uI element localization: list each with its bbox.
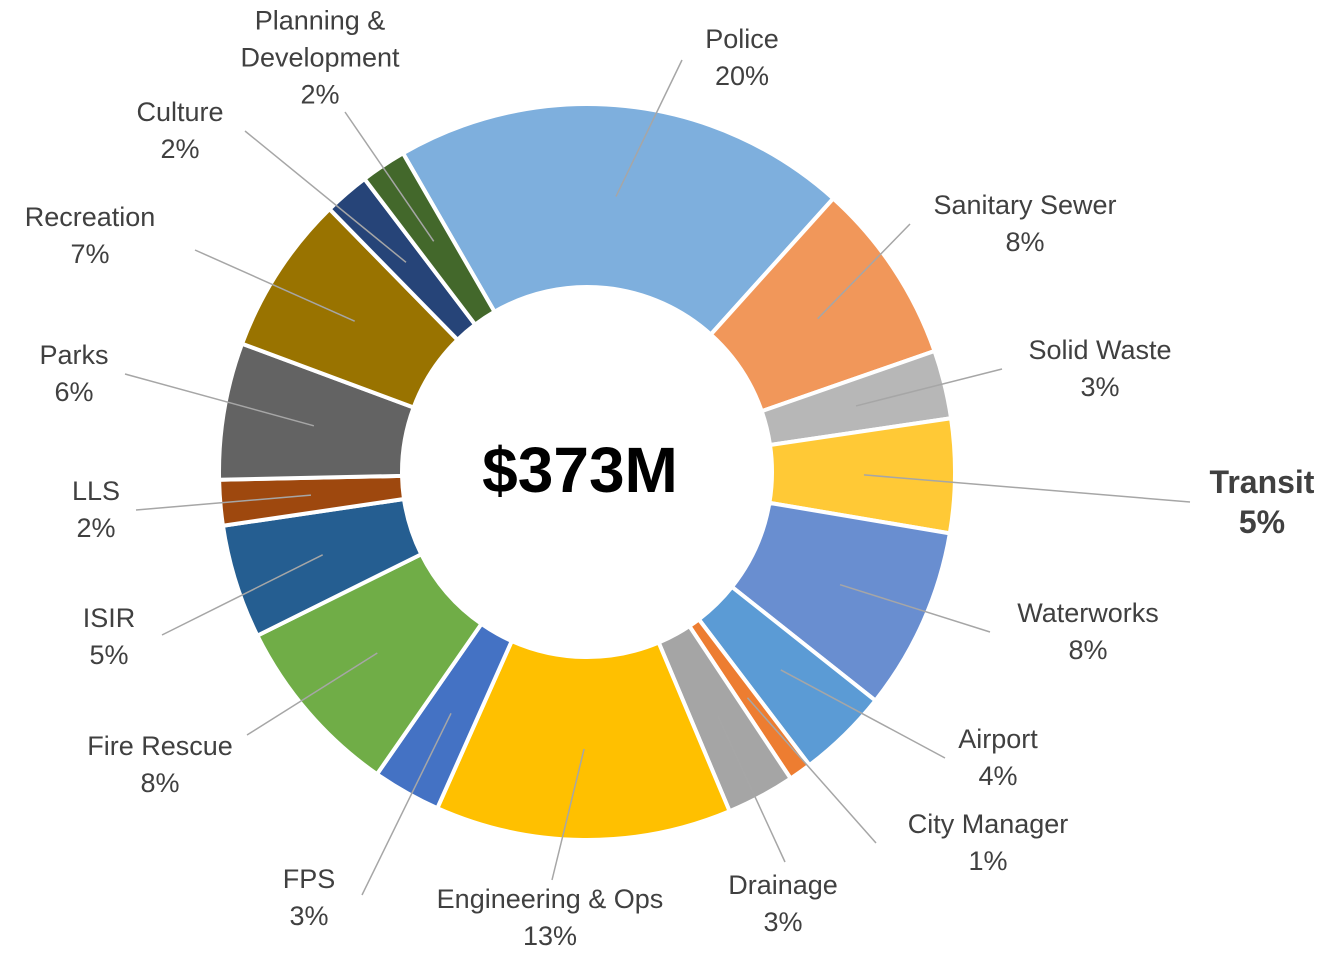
slice-name: Police: [705, 24, 779, 54]
slice-name: Parks: [39, 340, 109, 370]
slice-value: 13%: [522, 921, 578, 951]
leader-line: [855, 368, 1003, 407]
leader-line: [817, 223, 911, 320]
slice-name: Drainage: [728, 870, 838, 900]
leader-line: [717, 715, 786, 863]
slice-name: Solid Waste: [1028, 335, 1172, 365]
slice-label: Fire Rescue 8%: [50, 728, 270, 802]
slice-value: 5%: [1238, 504, 1286, 540]
slice-value: 2%: [160, 134, 200, 164]
slice-value: 2%: [76, 513, 116, 543]
slice-label: Drainage 3%: [693, 867, 873, 941]
slice-name: LLS: [71, 476, 121, 506]
slice-name: Airport: [958, 724, 1038, 754]
slice-name: Transit: [1209, 464, 1315, 500]
center-label: $373M: [482, 434, 678, 506]
slice-value: 2%: [300, 79, 340, 110]
slice-label: Engineering & Ops 13%: [400, 881, 700, 955]
slice-label: Sanitary Sewer 8%: [895, 187, 1155, 261]
slice-name: Sanitary Sewer: [933, 190, 1117, 220]
slice-name: City Manager: [907, 809, 1069, 839]
slice-value: 3%: [763, 907, 803, 937]
slice-value: 5%: [89, 640, 129, 670]
slice-name: Engineering & Ops: [436, 884, 664, 914]
slice-value: 3%: [289, 901, 329, 931]
slice-name: ISIR: [82, 603, 136, 633]
slice: [435, 639, 732, 842]
slice-value: 8%: [140, 768, 180, 798]
slice-label: City Manager 1%: [868, 806, 1108, 880]
leader-line: [194, 249, 355, 322]
slice-label: Waterworks 8%: [978, 595, 1198, 669]
leader-line: [615, 59, 683, 197]
leader-line: [839, 583, 991, 633]
slice-name: Culture: [136, 97, 224, 127]
slice-label: Culture 2%: [100, 94, 260, 168]
leader-line: [551, 748, 585, 881]
slice-label: Transit 5%: [1182, 462, 1330, 542]
slice-label: FPS 3%: [259, 861, 359, 935]
slice-value: 6%: [54, 377, 94, 407]
slice-value: 8%: [1005, 227, 1045, 257]
slice: [362, 151, 497, 327]
slice-value: 1%: [968, 846, 1008, 876]
slice-value: 8%: [1068, 635, 1108, 665]
slice-label: LLS 2%: [46, 473, 146, 547]
slice-name: Fire Rescue: [87, 731, 233, 761]
slice-value: 7%: [70, 239, 110, 269]
slice-label: Parks 6%: [24, 337, 124, 411]
leader-line: [863, 474, 1191, 503]
leader-line: [161, 554, 324, 636]
slice-label: ISIR 5%: [59, 600, 159, 674]
slice-name: Recreation: [24, 202, 156, 232]
slice-label: Planning & Development 2%: [215, 3, 425, 114]
leader-line: [124, 373, 315, 427]
leader-line: [780, 669, 946, 759]
slice-label: Solid Waste 3%: [990, 332, 1210, 406]
leader-line: [135, 494, 312, 511]
leader-line: [746, 697, 877, 844]
leader-line: [244, 130, 407, 263]
slice-value: 20%: [714, 61, 770, 91]
slice-label: Recreation 7%: [0, 199, 190, 273]
slice: [401, 102, 836, 337]
leader-line: [344, 111, 435, 242]
slice-label: Airport 4%: [918, 721, 1078, 795]
leader-line: [246, 652, 378, 736]
leader-line: [361, 712, 452, 896]
slice-name: Planning & Development: [240, 5, 400, 73]
slice-name: Waterworks: [1017, 598, 1159, 628]
slice-label: Police 20%: [642, 21, 842, 95]
slice-name: FPS: [282, 864, 336, 894]
slice-value: 4%: [978, 761, 1018, 791]
slice-value: 3%: [1080, 372, 1120, 402]
